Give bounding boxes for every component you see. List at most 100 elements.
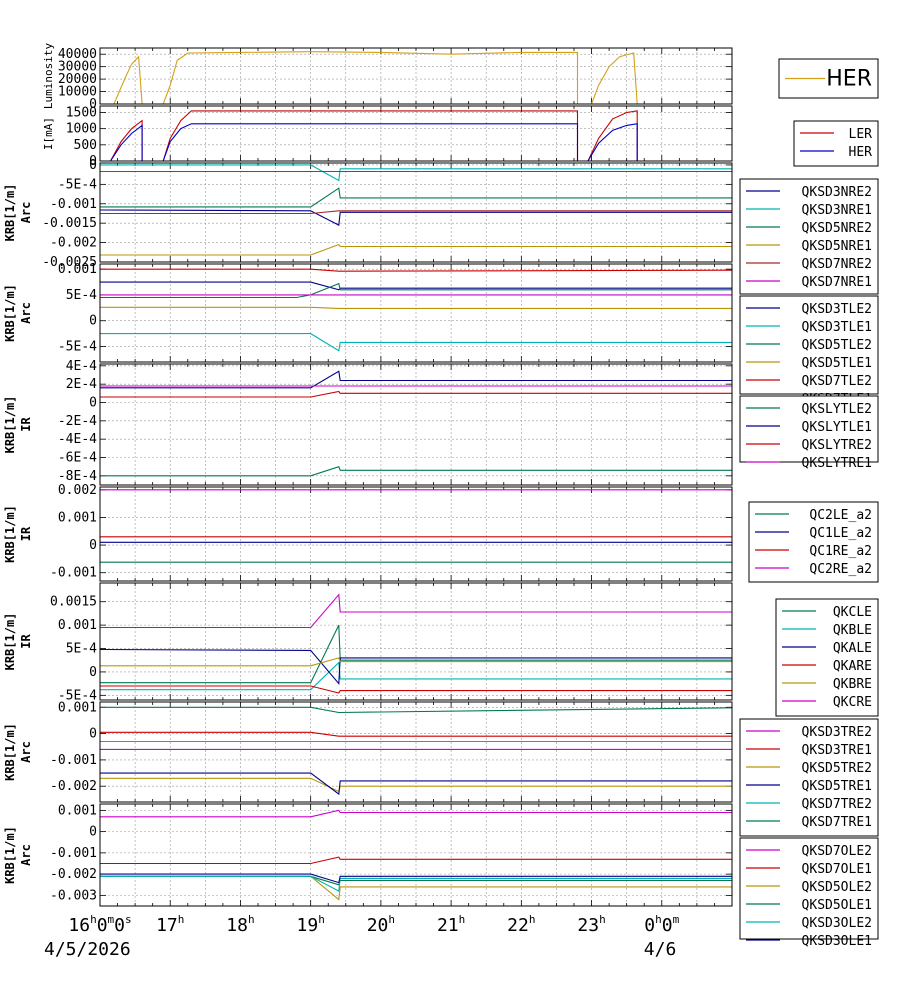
y-tick-label: 10000 — [58, 85, 97, 100]
legend-label: QKCRE — [833, 695, 872, 710]
legend-box — [775, 598, 879, 717]
x-tick-label: 0h0m — [644, 913, 679, 936]
plot-frame — [99, 582, 733, 701]
panel-ir-qk: 0.0015 0.001 5E-4 0 -5E-4 KRB[1/m] IR — [3, 582, 733, 703]
legend-label: QKSLYTLE1 — [802, 420, 872, 435]
legend-label: QKSLYTRE2 — [802, 438, 872, 453]
y-axis-title: Arc — [19, 302, 33, 324]
series-line-qksd7tle2 — [100, 268, 733, 272]
plot-frame — [99, 486, 733, 582]
y-tick-label: -0.001 — [50, 566, 97, 581]
legend-box — [793, 120, 879, 167]
y-tick-label: -0.002 — [50, 236, 97, 251]
y-axis-title: KRB[1/m] — [3, 284, 17, 342]
series-line-qksd7ole2 — [100, 809, 732, 818]
x-tick-label: 17h — [156, 913, 184, 936]
y-tick-label: -0.002 — [50, 867, 97, 882]
plot-frame — [99, 363, 733, 486]
y-tick-label: 0.001 — [58, 510, 97, 525]
legend-label: QKSD7TLE2 — [802, 374, 872, 389]
y-tick-label: 0.002 — [58, 483, 97, 498]
legend-label: QKARE — [833, 659, 872, 674]
date-label: 4/6 — [644, 939, 677, 960]
series-line-her — [100, 123, 732, 162]
y-axis-title: Luminosity — [42, 43, 55, 110]
y-tick-label: 4E-4 — [66, 359, 97, 374]
series-line-qksd5tre2 — [100, 777, 732, 793]
y-tick-label: 0.0015 — [50, 595, 97, 610]
y-axis-title: I[mA] — [42, 117, 55, 150]
legend-label: QKSD5TLE2 — [802, 338, 872, 353]
series-line-qksd3tle1 — [100, 333, 732, 352]
y-tick-label: 0 — [89, 396, 97, 411]
panel-ir-qc: 0.002 0.001 0 -0.001 KRB[1/m] IR — [3, 483, 733, 582]
y-tick-label: -0.0015 — [42, 216, 97, 231]
legend-ir-slyt: QKSLYTLE2 QKSLYTLE1 QKSLYTRE2 QKSLYTRE1 — [739, 395, 879, 471]
legend-label: QKSLYTLE2 — [802, 402, 872, 417]
legend-label: QKSD7TRE1 — [802, 815, 872, 830]
legend-label: QC2RE_a2 — [809, 562, 872, 577]
legend-label: QKSD3TLE1 — [802, 320, 872, 335]
series-line-qksd5tre1 — [100, 772, 732, 796]
legend-label: QKALE — [833, 641, 872, 656]
y-tick-label: 40000 — [58, 47, 97, 62]
y-tick-label: -0.001 — [50, 197, 97, 212]
legend-current: LER HER — [793, 120, 879, 167]
y-tick-label: -5E-4 — [58, 177, 97, 192]
series-line-qkcle — [100, 624, 732, 684]
legend-label: QKBLE — [833, 623, 872, 638]
y-tick-label: 0 — [89, 825, 97, 840]
legend-label: QKSD7NRE1 — [802, 275, 872, 290]
legend-label: QC1RE_a2 — [809, 544, 872, 559]
y-axis-title: KRB[1/m] — [3, 396, 17, 454]
y-axis-title: KRB[1/m] — [3, 826, 17, 884]
y-tick-label: -0.0025 — [42, 255, 97, 270]
y-tick-label: 0 — [89, 314, 97, 329]
panel-arc-nre: 0 -5E-4 -0.001 -0.0015 -0.002 -0.0025 KRB[1/m]… — [3, 158, 733, 270]
y-tick-label: -0.003 — [50, 888, 97, 903]
series-line-ler — [100, 110, 732, 162]
legend-luminosity: HER — [778, 58, 879, 99]
y-axis-title: KRB[1/m] — [3, 505, 17, 563]
y-tick-label: 0 — [89, 97, 97, 112]
legend-label: QKSD7OLE2 — [802, 844, 872, 859]
y-tick-label: 0.001 — [58, 803, 97, 818]
legend-arc-tle: QKSD3TLE2 QKSD3TLE1 QKSD5TLE2 QKSD5TLE1 QKSD… — [739, 295, 879, 407]
series-line-qkcre — [100, 593, 732, 629]
series-line-qksd5tle1 — [100, 306, 732, 309]
y-tick-label: 0.001 — [58, 700, 97, 715]
legend-arc-tre: QKSD3TRE2 QKSD3TRE1 QKSD5TRE2 QKSD5TRE1 QKSD… — [739, 718, 879, 837]
legend-label: QKSD3OLE2 — [802, 916, 872, 931]
series-line-qksd7ole1 — [100, 856, 732, 865]
series-line-qkslytle2 — [100, 466, 732, 477]
x-axis-labels: 16h0m0s 17h 18h 19h 20h 21h 22h 23h 0h0m 4/5/2026… — [44, 913, 680, 960]
legend-label: QKSD3TRE1 — [802, 743, 872, 758]
series-line-her — [100, 51, 732, 105]
y-axis-title: Arc — [19, 202, 33, 224]
legend-label: QKSD5OLE1 — [802, 898, 872, 913]
plot-frame — [99, 701, 733, 803]
date-label: 4/5/2026 — [44, 939, 131, 960]
legend-label: QKSD5OLE2 — [802, 880, 872, 895]
legend-label: QKSLYTRE1 — [802, 456, 872, 471]
y-tick-label: 5E-4 — [66, 288, 97, 303]
legend-label: QKSD7NRE2 — [802, 257, 872, 272]
legend-label: QKSD3TRE2 — [802, 725, 872, 740]
y-tick-label: 1000 — [66, 122, 97, 137]
series-line-qkbre — [100, 657, 732, 667]
y-axis-title: KRB[1/m] — [3, 613, 17, 671]
panel-arc-tle: 0.001 5E-4 0 -5E-4 KRB[1/m] Arc — [3, 262, 733, 363]
y-tick-label: -0.001 — [50, 846, 97, 861]
y-tick-label: -8E-4 — [58, 469, 97, 484]
x-tick-label: 20h — [367, 913, 395, 936]
panel-arc-tre: 0.001 0 -0.001 -0.002 KRB[1/m] Arc — [3, 700, 733, 803]
y-tick-label: 1500 — [66, 105, 97, 120]
legend-label: QKSD5NRE2 — [802, 221, 872, 236]
series-line-qksd5nre2 — [100, 187, 732, 208]
legend-box — [739, 295, 879, 395]
x-tick-label: 18h — [226, 913, 254, 936]
